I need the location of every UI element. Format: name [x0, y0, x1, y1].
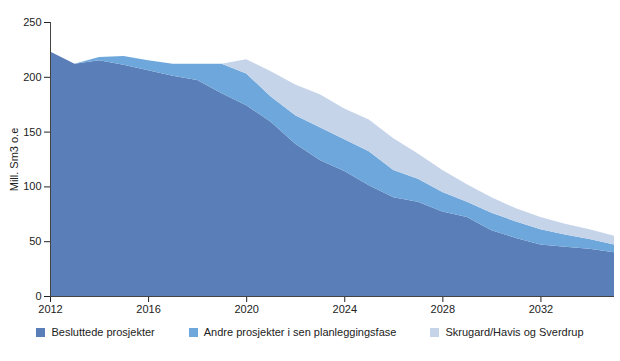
svg-text:2016: 2016 — [136, 303, 160, 315]
svg-text:50: 50 — [29, 235, 41, 247]
svg-text:250: 250 — [23, 16, 41, 28]
html-text:Skrugard/Havis og Sverdrup: Skrugard/Havis og Sverdrup — [445, 326, 584, 338]
svg-text:2024: 2024 — [333, 303, 357, 315]
svg-text:2032: 2032 — [529, 303, 553, 315]
svg-text:2028: 2028 — [431, 303, 455, 315]
svg-text:100: 100 — [23, 180, 41, 192]
svg-text:2020: 2020 — [234, 303, 258, 315]
svg-text:Mill. Sm3 o.e: Mill. Sm3 o.e — [8, 128, 20, 192]
svg-text:150: 150 — [23, 126, 41, 138]
svg-text:2012: 2012 — [38, 303, 62, 315]
html-text:Andre prosjekter i sen planleg: Andre prosjekter i sen planleggingsfase — [203, 326, 397, 338]
html-text:Besluttede prosjekter: Besluttede prosjekter — [51, 326, 155, 338]
svg-text:0: 0 — [35, 290, 41, 302]
svg-text:200: 200 — [23, 71, 41, 83]
